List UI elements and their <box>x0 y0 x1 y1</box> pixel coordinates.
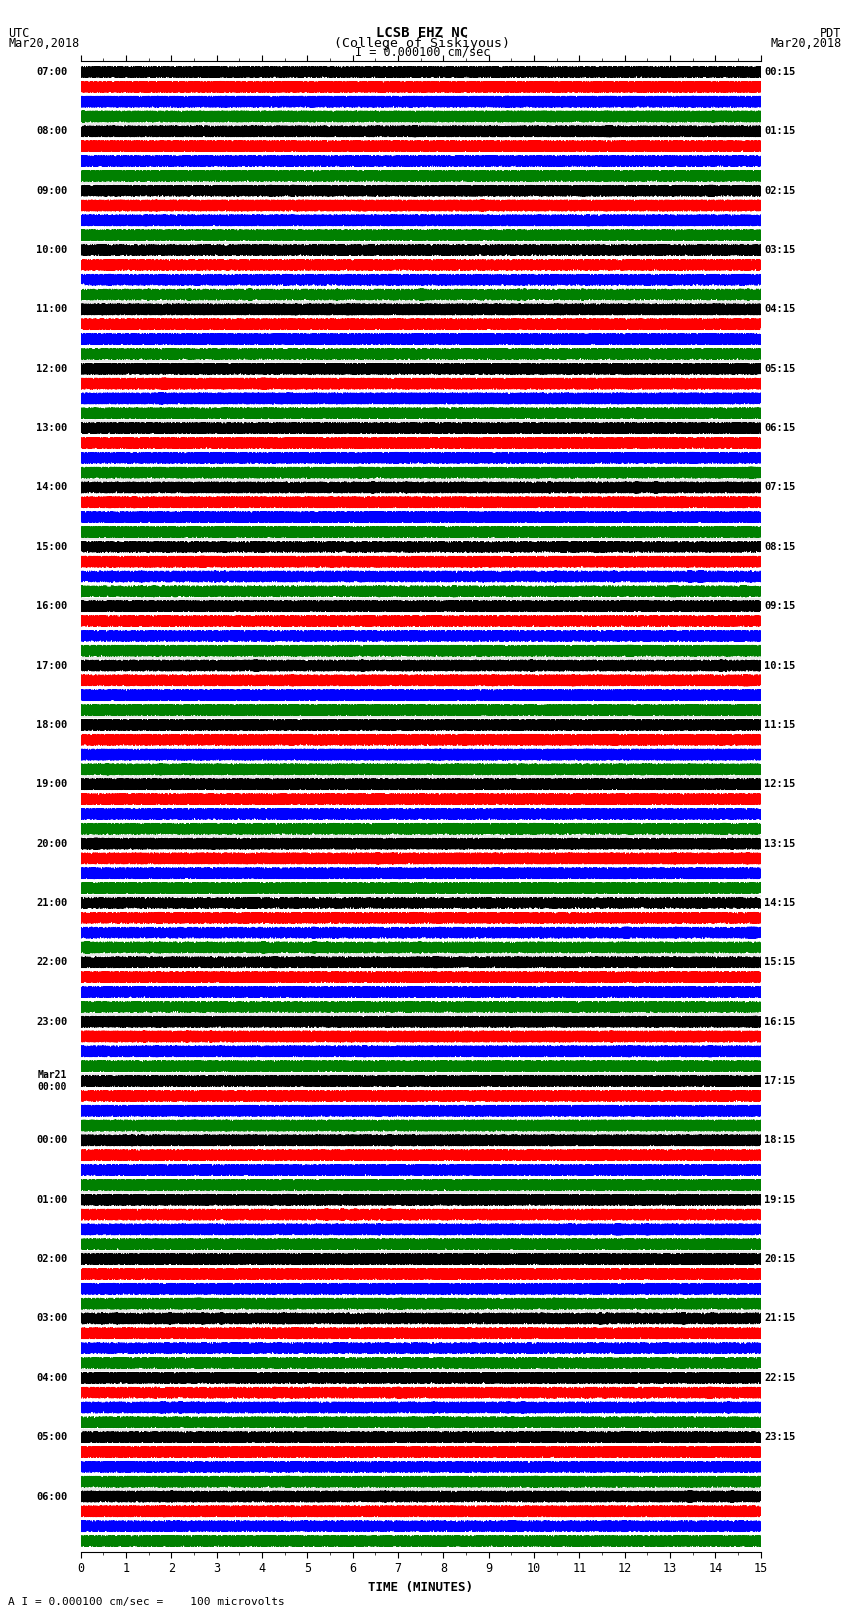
Text: 15:00: 15:00 <box>36 542 67 552</box>
Text: 20:00: 20:00 <box>36 839 67 848</box>
Text: 11:15: 11:15 <box>764 719 796 731</box>
Text: 05:15: 05:15 <box>764 365 796 374</box>
Text: 20:15: 20:15 <box>764 1253 796 1265</box>
Text: 00:15: 00:15 <box>764 68 796 77</box>
Text: 19:15: 19:15 <box>764 1195 796 1205</box>
Text: 03:00: 03:00 <box>36 1313 67 1323</box>
Text: 17:15: 17:15 <box>764 1076 796 1086</box>
Text: 08:15: 08:15 <box>764 542 796 552</box>
Text: 15:15: 15:15 <box>764 957 796 968</box>
Text: 10:00: 10:00 <box>36 245 67 255</box>
Text: 21:00: 21:00 <box>36 898 67 908</box>
Text: A I = 0.000100 cm/sec =    100 microvolts: A I = 0.000100 cm/sec = 100 microvolts <box>8 1597 286 1607</box>
Text: 22:15: 22:15 <box>764 1373 796 1382</box>
Text: 13:00: 13:00 <box>36 423 67 434</box>
Text: 04:00: 04:00 <box>36 1373 67 1382</box>
Text: 19:00: 19:00 <box>36 779 67 789</box>
Text: 09:00: 09:00 <box>36 185 67 195</box>
Text: 00:00: 00:00 <box>36 1136 67 1145</box>
Text: 23:00: 23:00 <box>36 1016 67 1026</box>
Text: 23:15: 23:15 <box>764 1432 796 1442</box>
Text: 04:15: 04:15 <box>764 305 796 315</box>
Text: 01:15: 01:15 <box>764 126 796 137</box>
Text: 06:15: 06:15 <box>764 423 796 434</box>
X-axis label: TIME (MINUTES): TIME (MINUTES) <box>368 1581 473 1594</box>
Text: 13:15: 13:15 <box>764 839 796 848</box>
Text: 02:00: 02:00 <box>36 1253 67 1265</box>
Text: UTC: UTC <box>8 27 30 40</box>
Text: 12:00: 12:00 <box>36 365 67 374</box>
Text: 22:00: 22:00 <box>36 957 67 968</box>
Text: 18:15: 18:15 <box>764 1136 796 1145</box>
Text: 07:00: 07:00 <box>36 68 67 77</box>
Text: 14:15: 14:15 <box>764 898 796 908</box>
Text: 06:00: 06:00 <box>36 1492 67 1502</box>
Text: Mar21
00:00: Mar21 00:00 <box>37 1069 67 1092</box>
Text: 08:00: 08:00 <box>36 126 67 137</box>
Text: 16:15: 16:15 <box>764 1016 796 1026</box>
Text: Mar20,2018: Mar20,2018 <box>8 37 80 50</box>
Text: 18:00: 18:00 <box>36 719 67 731</box>
Text: 09:15: 09:15 <box>764 602 796 611</box>
Text: I = 0.000100 cm/sec: I = 0.000100 cm/sec <box>354 45 490 58</box>
Text: Mar20,2018: Mar20,2018 <box>770 37 842 50</box>
Text: 17:00: 17:00 <box>36 661 67 671</box>
Text: 10:15: 10:15 <box>764 661 796 671</box>
Text: 12:15: 12:15 <box>764 779 796 789</box>
Text: 07:15: 07:15 <box>764 482 796 492</box>
Text: 16:00: 16:00 <box>36 602 67 611</box>
Text: 14:00: 14:00 <box>36 482 67 492</box>
Text: PDT: PDT <box>820 27 842 40</box>
Text: 05:00: 05:00 <box>36 1432 67 1442</box>
Text: 21:15: 21:15 <box>764 1313 796 1323</box>
Text: 03:15: 03:15 <box>764 245 796 255</box>
Text: 11:00: 11:00 <box>36 305 67 315</box>
Text: 02:15: 02:15 <box>764 185 796 195</box>
Text: 01:00: 01:00 <box>36 1195 67 1205</box>
Text: LCSB EHZ NC: LCSB EHZ NC <box>377 26 468 40</box>
Text: (College of Siskiyous): (College of Siskiyous) <box>334 37 511 50</box>
